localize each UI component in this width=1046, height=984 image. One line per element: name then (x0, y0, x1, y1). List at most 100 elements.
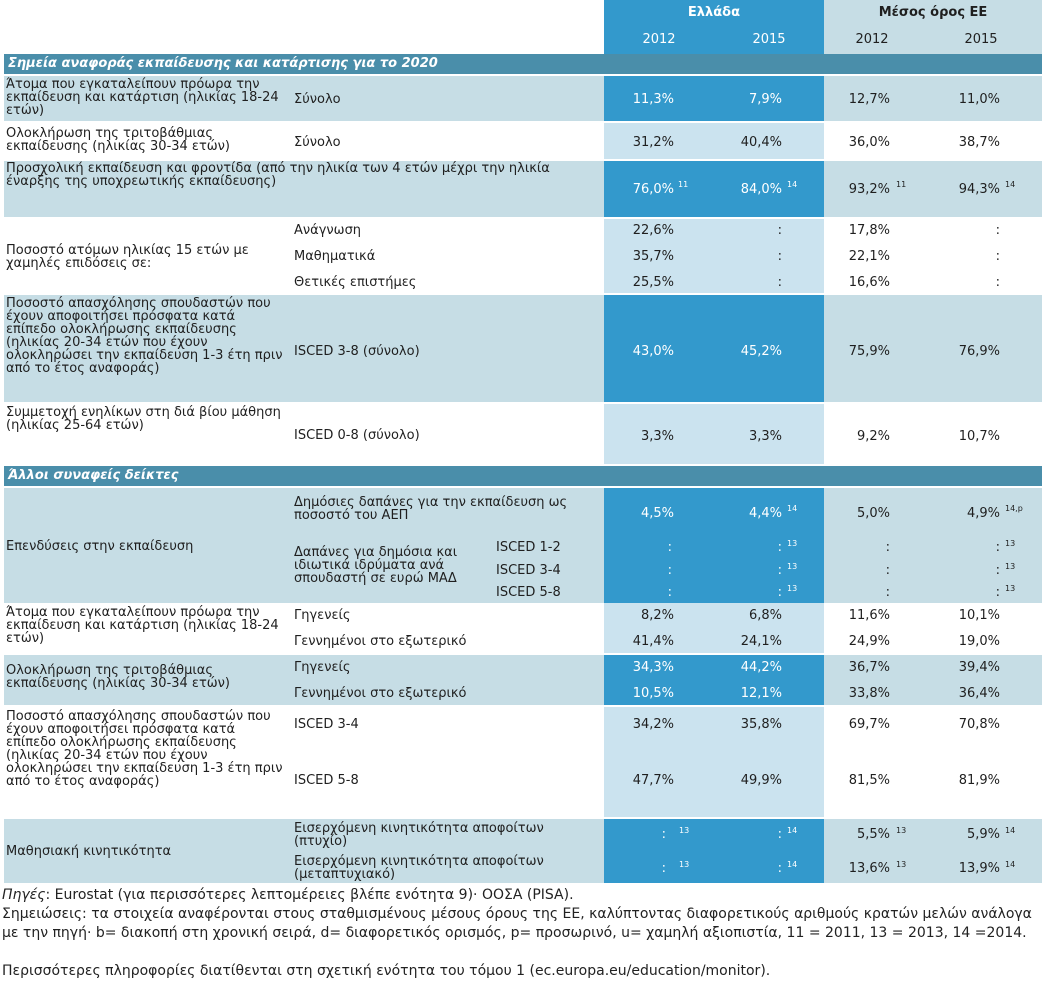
row-eu-5 (824, 295, 1042, 402)
cell-value: 5,9% (966, 827, 1000, 842)
cell-value: : (777, 223, 782, 238)
row-label: Συμμετοχή ενηλίκων στη διά βίου μάθηση (… (6, 405, 281, 433)
row-eu-11 (824, 819, 1042, 883)
row-bg-3 (4, 161, 604, 217)
row-gr-2 (604, 123, 824, 159)
footnote-mark: 13 (896, 826, 907, 835)
row-sublabel: Εισερχόμενη κινητικότητα αποφοίτων (μετα… (294, 854, 544, 882)
row-gr-7 (604, 488, 824, 603)
cell-value: : (777, 249, 782, 264)
cell-value: 16,6% (848, 275, 890, 290)
row-gr-6 (604, 404, 824, 464)
greece-header: Ελλάδα (687, 5, 741, 20)
cell-value: 19,0% (958, 634, 1000, 649)
row-eu-9 (824, 655, 1042, 705)
row-sublabel: Μαθηματικά (294, 249, 376, 264)
row-gr-8 (604, 603, 824, 653)
cell-value: : (995, 249, 1000, 264)
cell-value: 13,9% (958, 861, 1000, 876)
row-label: Ποσοστό απασχόλησης σπουδαστών που έχουν… (6, 709, 283, 789)
section-title-other: Άλλοι συναφείς δείκτες (8, 468, 179, 483)
row-sublabel: ISCED 5-8 (294, 773, 359, 788)
isced-level: ISCED 1-2 (496, 540, 561, 555)
footnote-mark: 13 (896, 860, 907, 869)
cell-value: 39,4% (958, 660, 1000, 675)
cell-value: 76,0% (632, 182, 674, 197)
cell-value: 8,2% (640, 608, 674, 623)
cell-value: : (885, 540, 890, 555)
cell-value: : (995, 275, 1000, 290)
footnote-mark: 13 (787, 539, 798, 548)
row-sublabel: Δαπάνες για δημόσια και ιδιωτικά ιδρύματ… (294, 545, 458, 586)
cell-value: 24,9% (848, 634, 890, 649)
year-header: 2012 (855, 32, 889, 47)
row-sublabel: Σύνολο (294, 135, 341, 150)
cell-value: : (777, 861, 782, 876)
row-sublabel: Γεννημένοι στο εξωτερικό (294, 686, 467, 701)
cell-value: 7,9% (748, 92, 782, 107)
year-header: 2015 (964, 32, 998, 47)
cell-value: 13,6% (848, 861, 890, 876)
cell-value: 35,8% (740, 717, 782, 732)
cell-value: 11,6% (848, 608, 890, 623)
row-sublabel: Γηγενείς (294, 608, 351, 623)
cell-value: 3,3% (748, 429, 782, 444)
footnote-mark: 13 (787, 584, 798, 593)
row-bg-9 (4, 655, 604, 705)
footnote-mark: 14 (787, 826, 798, 835)
row-label: Άτομα που εγκαταλείπουν πρόωρα την εκπαί… (6, 605, 279, 646)
cell-value: 36,4% (958, 686, 1000, 701)
row-gr-3 (604, 161, 824, 217)
row-sublabel: Εισερχόμενη κινητικότητα αποφοίτων (πτυχ… (294, 821, 544, 849)
footnote-mark: 13 (787, 562, 798, 571)
cell-value: 70,8% (958, 717, 1000, 732)
year-header: 2015 (752, 32, 786, 47)
cell-value: 6,8% (748, 608, 782, 623)
row-gr-9 (604, 655, 824, 705)
cell-value: : (667, 540, 672, 555)
footnote-mark: 14 (1005, 826, 1016, 835)
cell-value: : (995, 585, 1000, 600)
cell-value: 41,4% (632, 634, 674, 649)
row-sublabel: Γηγενείς (294, 660, 351, 675)
eu-avg-header: Μέσος όρος ΕΕ (878, 5, 988, 20)
row-gr-11 (604, 819, 824, 883)
footnote-mark: 11 (678, 180, 689, 189)
row-gr-5 (604, 295, 824, 402)
footnote-mark: 13 (679, 860, 690, 869)
footer-more-info: Περισσότερες πληροφορίες διατίθενται στη… (2, 963, 771, 979)
cell-value: 36,7% (848, 660, 890, 675)
cell-value: 5,0% (856, 506, 890, 521)
row-label: Επενδύσεις στην εκπαίδευση (6, 539, 194, 554)
cell-value: 31,2% (632, 135, 674, 150)
cell-value: 76,9% (958, 344, 1000, 359)
cell-value: 12,1% (740, 686, 782, 701)
cell-value: 17,8% (848, 223, 890, 238)
cell-value: : (667, 563, 672, 578)
row-label: Μαθησιακή κινητικότητα (6, 844, 172, 859)
cell-value: 11,0% (958, 92, 1000, 107)
cell-value: 40,4% (740, 135, 782, 150)
cell-value: 11,3% (632, 92, 674, 107)
cell-value: : (995, 223, 1000, 238)
cell-value: 4,4% (748, 506, 782, 521)
cell-value: 44,2% (740, 660, 782, 675)
row-eu-3 (824, 161, 1042, 217)
cell-value: 3,3% (640, 429, 674, 444)
footer-notes: Σημειώσεις: τα στοιχεία αναφέρονται στου… (2, 906, 1032, 941)
footnote-mark: 14 (1005, 860, 1016, 869)
cell-value: 94,3% (958, 182, 1000, 197)
footnote-mark: 13 (1005, 562, 1016, 571)
row-label: Ποσοστό ατόμων ηλικίας 15 ετών με χαμηλέ… (6, 243, 249, 271)
cell-value: 84,0% (740, 182, 782, 197)
cell-value: 36,0% (848, 135, 890, 150)
row-sublabel: ISCED 0-8 (σύνολο) (294, 428, 420, 443)
row-sublabel: Γεννημένοι στο εξωτερικό (294, 634, 467, 649)
cell-value: 22,1% (848, 249, 890, 264)
isced-level: ISCED 3-4 (496, 563, 561, 578)
cell-value: : (885, 563, 890, 578)
cell-value: 33,8% (848, 686, 890, 701)
footnote-mark: 13 (1005, 584, 1016, 593)
cell-value: 9,2% (856, 429, 890, 444)
greece-header-bg (604, 0, 824, 54)
